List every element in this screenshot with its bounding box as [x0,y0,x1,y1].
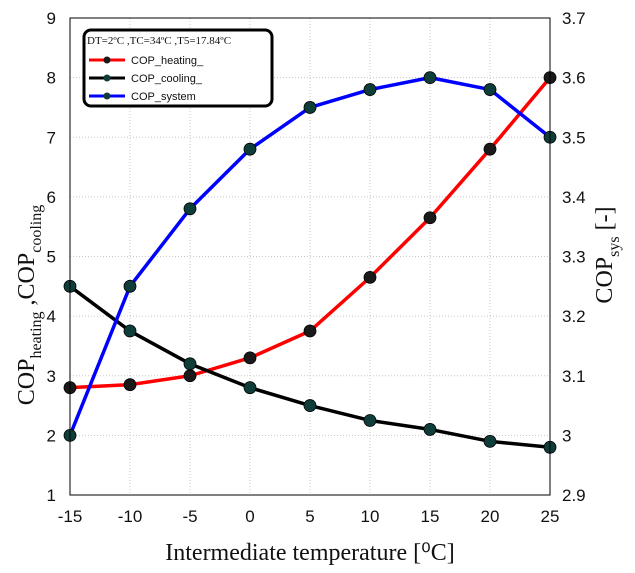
legend-entry: COP_system [89,91,196,103]
x-axis-title: Intermediate temperature [⁰C] [165,540,454,566]
y-right-tick-label: 3.2 [562,307,586,326]
y-left-tick-label: 3 [47,367,56,386]
x-tick-label: 25 [541,507,560,526]
y-left-tick-label: 8 [47,69,56,88]
legend-swatch-marker [103,56,111,64]
y-right-base: COP [592,257,618,304]
legend-label: COP_heating_ [131,55,204,67]
y-left-tick-label: 9 [47,9,56,28]
y-left-tick-label: 1 [47,486,56,505]
x-tick-label: -5 [182,507,197,526]
y-left-tick-label: 4 [47,307,56,326]
legend-swatch-marker [103,92,111,100]
data-point [123,279,137,293]
data-point [423,211,437,225]
data-point [483,434,497,448]
y-right-tick-label: 3.4 [562,188,586,207]
legend-entry: COP_heating_ [89,55,204,67]
data-point [363,270,377,284]
data-point [363,83,377,96]
x-tick-label: -15 [58,507,83,526]
y-right-unit: [-] [592,206,618,236]
data-point [303,101,317,114]
data-point [183,369,197,383]
data-point [423,71,437,85]
data-point [123,324,137,338]
y-right-tick-label: 3.6 [562,69,586,88]
data-point [243,351,257,365]
data-point [243,381,257,395]
x-tick-label: 10 [361,507,380,526]
y-right-tick-label: 3 [562,426,571,445]
y-left-tick-label: 5 [47,248,56,267]
y-axis-title-right: COPsys [-] [592,206,623,303]
y-left-tick-label: 7 [47,128,56,147]
data-point [183,357,197,371]
series-line [69,76,552,390]
y-left-tick-label: 6 [47,188,56,207]
y-right-tick-label: 3.3 [562,248,586,267]
y-right-tick-label: 3.7 [562,9,586,28]
y-right-tick-label: 3.5 [562,128,586,147]
legend-title: DT=2ºC ,TC=34ºC ,T5=17.84ºC [87,35,231,47]
plot-frame [69,17,551,496]
legend-label: COP_system [131,91,196,103]
y-axis-title-left: COPheating ,COPcooling [14,205,45,405]
series-cop-system [63,71,557,442]
x-tick-label: 5 [305,507,314,526]
legend-label: COP_cooling_ [131,73,203,85]
data-point [303,399,317,412]
y-left-sep: ,COP [14,253,40,312]
y-left-sub-2: cooling [28,205,45,253]
y-left-tick-label: 2 [47,426,56,445]
legend: DT=2ºC ,TC=34ºC ,T5=17.84ºC COP_heating_… [82,28,274,108]
data-point [423,423,437,436]
x-tick-label: 20 [481,507,500,526]
x-tick-label: 15 [421,507,440,526]
data-point [183,202,197,216]
y-right-sub: sys [606,236,623,256]
legend-box [82,28,274,108]
data-point [243,142,257,156]
y-right-tick-label: 3.1 [562,367,586,386]
data-point [483,142,497,156]
legend-entries: COP_heating_ COP_cooling_ COP_system [89,55,204,103]
y-left-base-1: COP [14,359,40,406]
data-point [363,414,377,427]
data-point [123,378,137,392]
tick-labels: -15 -10 -5 0 5 10 15 20 25 1 2 3 4 5 6 7 8 9 2.9 3 3.1 3.2 3.3… [47,9,586,526]
x-tick-label: 0 [245,507,254,526]
y-right-tick-label: 2.9 [562,486,586,505]
series-layer [63,71,557,454]
data-point [303,324,317,338]
x-tick-label: -10 [118,507,143,526]
y-left-sub-1: heating [28,311,45,358]
series-cop-heating [63,71,557,395]
legend-swatch-marker [103,74,111,82]
legend-entry: COP_cooling_ [89,73,203,85]
data-point [483,83,497,96]
